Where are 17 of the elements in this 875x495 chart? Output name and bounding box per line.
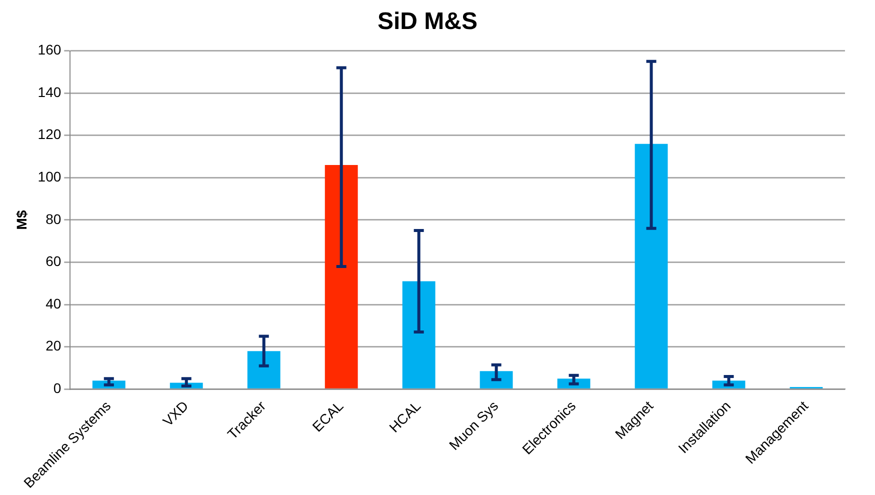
bar bbox=[402, 281, 436, 388]
y-tick-label: 60 bbox=[46, 253, 62, 270]
y-tick-label: 140 bbox=[38, 84, 62, 100]
bar bbox=[480, 371, 513, 388]
y-tick-label: 160 bbox=[38, 42, 62, 58]
y-tick-label: 100 bbox=[38, 168, 62, 185]
bar bbox=[247, 351, 280, 388]
bar bbox=[634, 144, 668, 388]
y-tick-label: 40 bbox=[46, 295, 62, 312]
y-tick-label: 20 bbox=[46, 338, 62, 354]
y-tick-label: 0 bbox=[53, 380, 62, 396]
x-tick-label: VXD bbox=[160, 398, 192, 430]
chart-title: SiD M&S bbox=[377, 8, 478, 36]
y-axis-title: M$ bbox=[13, 210, 30, 230]
y-tick-label: 80 bbox=[46, 210, 62, 227]
bar bbox=[324, 164, 358, 388]
y-tick-label: 120 bbox=[38, 126, 62, 142]
